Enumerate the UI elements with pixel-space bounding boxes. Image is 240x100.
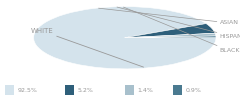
Text: HISPANIC: HISPANIC — [117, 7, 240, 39]
Text: 0.9%: 0.9% — [186, 88, 201, 92]
Text: 92.5%: 92.5% — [18, 88, 37, 92]
Text: 5.2%: 5.2% — [78, 88, 93, 92]
Wedge shape — [125, 24, 215, 38]
Wedge shape — [34, 7, 216, 69]
Text: BLACK: BLACK — [124, 7, 240, 53]
Text: ASIAN: ASIAN — [99, 8, 239, 26]
Wedge shape — [125, 36, 216, 38]
Text: WHITE: WHITE — [31, 28, 144, 67]
Text: 1.4%: 1.4% — [138, 88, 153, 92]
Wedge shape — [125, 33, 216, 38]
